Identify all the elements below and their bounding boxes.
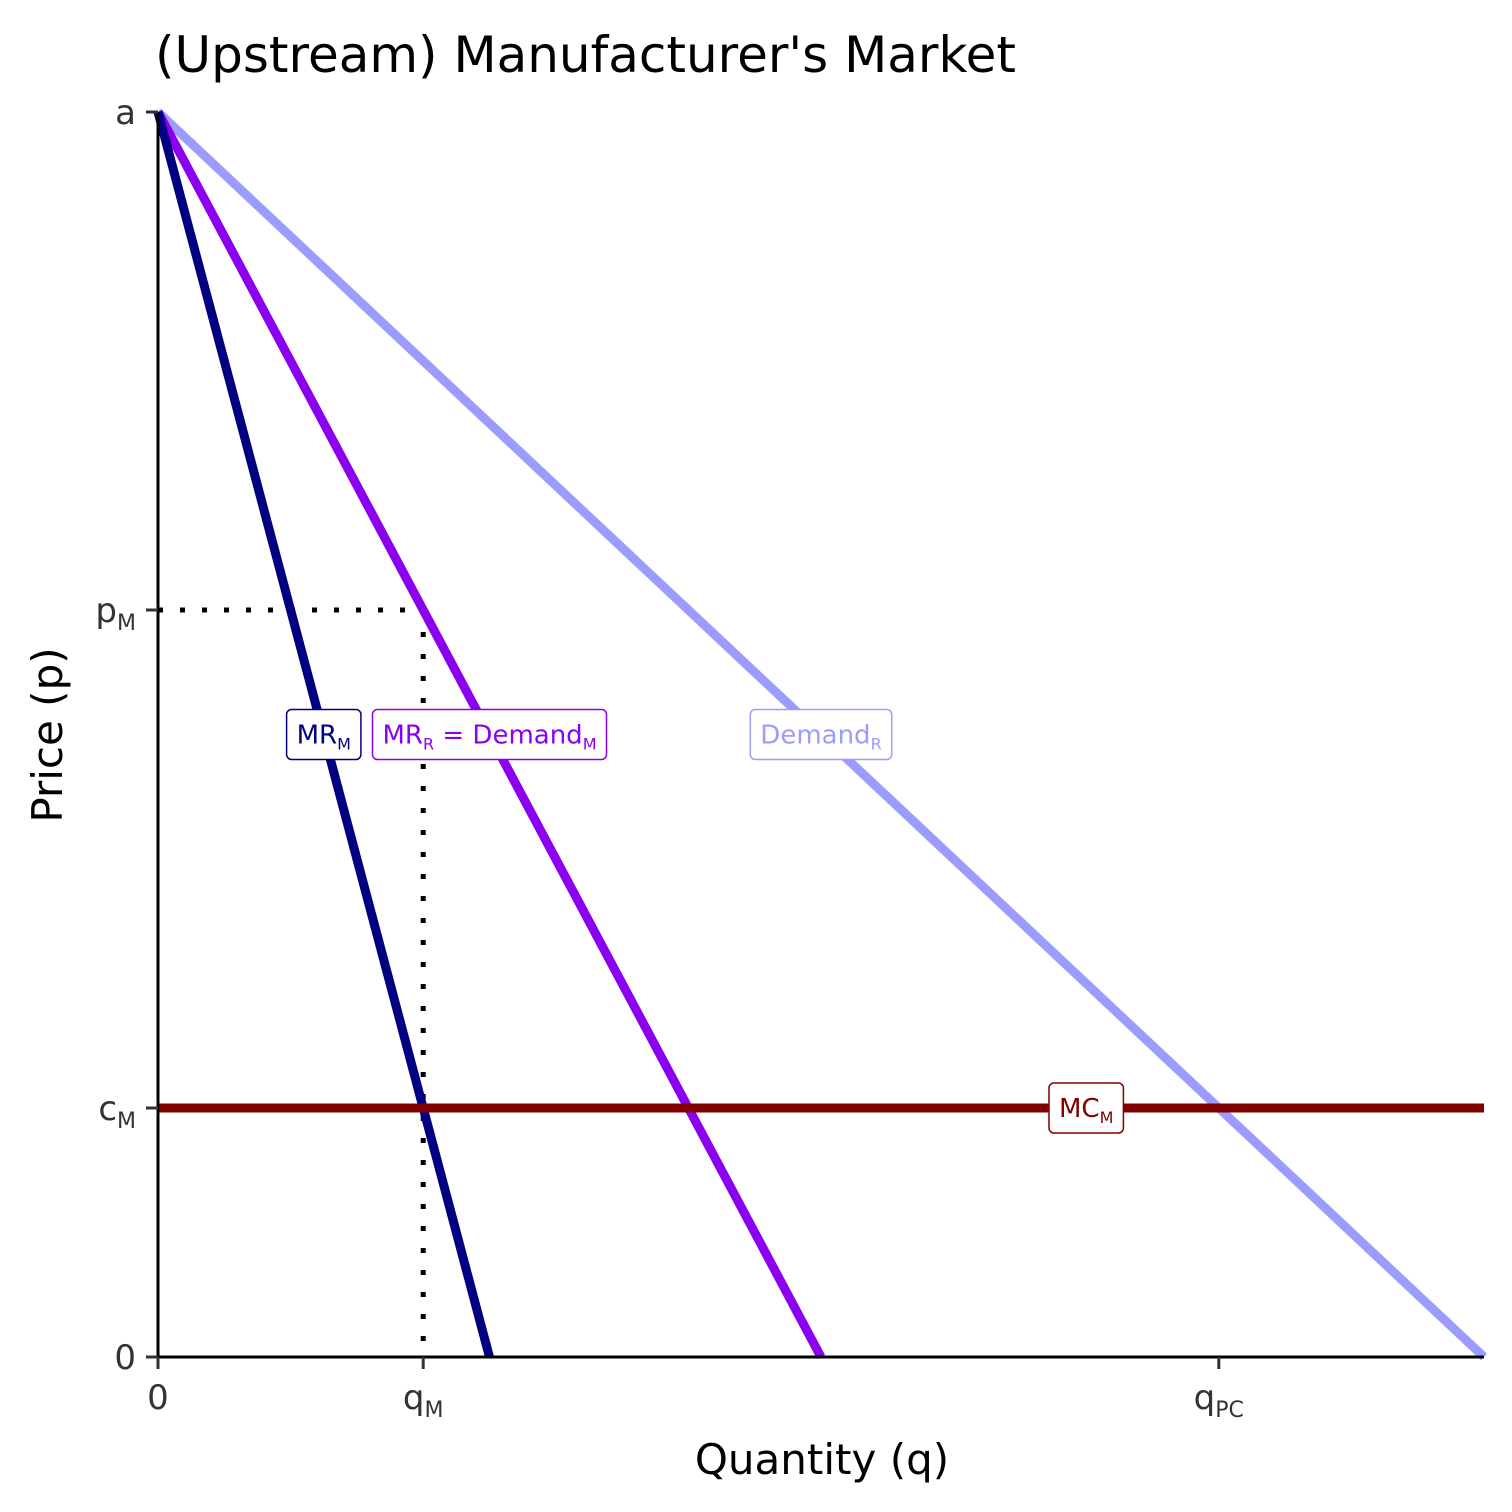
series-label-box — [285, 708, 362, 761]
plot-area: 0 cM pM a 0 qM qPC DemandR MRR = DemandM MRM MCM — [95, 93, 1488, 1423]
y-axis-title: Price (p) — [23, 647, 72, 822]
series-label-text: MRM — [297, 721, 351, 754]
series-label-demand-r: DemandR — [749, 708, 893, 761]
series-label-text: DemandR — [760, 721, 881, 754]
y-tick-label-0: 0 — [114, 1338, 136, 1378]
x-tick-label-1: qM — [403, 1378, 444, 1423]
y-tick-label-1: cM — [98, 1089, 136, 1134]
series-label-mr-m: MRM — [285, 708, 362, 761]
x-tick-label-2: qPC — [1194, 1378, 1244, 1423]
series-label-text: MRR = DemandM — [382, 721, 596, 754]
series-label-box — [1048, 1082, 1125, 1134]
x-tick-label-0: 0 — [147, 1378, 169, 1418]
x-axis-title: Quantity (q) — [695, 1435, 949, 1484]
y-tick-label-2: pM — [95, 591, 136, 636]
series-label-text: MCM — [1059, 1094, 1113, 1127]
y-tick-label-3: a — [115, 93, 136, 133]
series-label-mc-m: MCM — [1048, 1082, 1125, 1134]
series-label-mr-r-demand-m: MRR = DemandM — [371, 708, 608, 761]
series-label-box — [371, 708, 608, 761]
chart-title: (Upstream) Manufacturer's Market — [155, 26, 1016, 84]
series-label-box — [749, 708, 893, 761]
